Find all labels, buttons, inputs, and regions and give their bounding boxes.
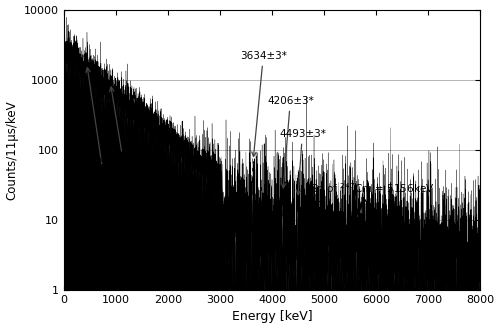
X-axis label: Energy [keV]: Energy [keV]: [232, 311, 312, 323]
Text: Sn of $^{247}$Cm = 5156keV: Sn of $^{247}$Cm = 5156keV: [310, 182, 434, 246]
Text: 892.4±1.8*: 892.4±1.8*: [93, 87, 154, 166]
Y-axis label: Counts/11μs/keV: Counts/11μs/keV: [6, 100, 18, 200]
Text: 4206±3*: 4206±3*: [267, 96, 314, 188]
Text: 3634±3*: 3634±3*: [240, 51, 287, 157]
Text: 438.3±1.6*: 438.3±1.6*: [74, 68, 134, 181]
Text: 4493±3*: 4493±3*: [279, 129, 326, 195]
